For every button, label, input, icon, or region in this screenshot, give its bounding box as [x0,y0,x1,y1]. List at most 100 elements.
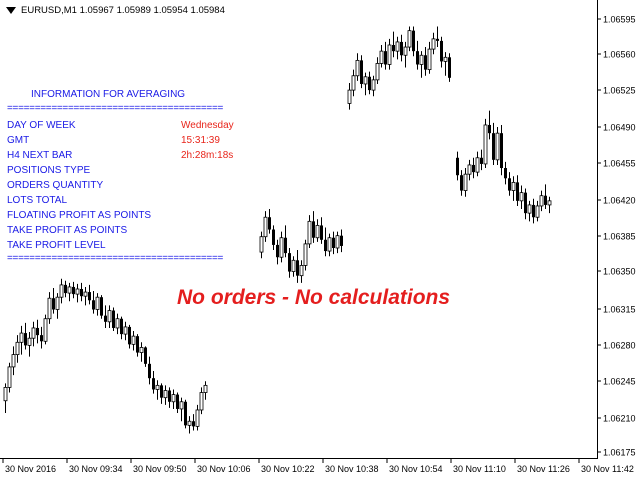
candle-body [463,173,468,191]
time-tick-label: 30 Nov 09:50 [133,464,187,474]
candle [448,53,451,82]
candle [163,385,168,405]
candle [11,346,16,376]
candle-body [131,335,136,345]
candle [55,293,60,319]
candle-body [516,182,519,201]
candle [511,176,516,201]
candle-body [112,310,115,328]
info-label-orders-quantity: ORDERS QUANTITY [7,180,104,191]
candle [100,295,103,319]
candle [199,387,204,415]
candle-body [492,133,495,160]
candle [195,404,200,431]
candle-body [139,347,144,353]
candle-body [88,292,91,301]
candle-body [160,385,163,398]
candle-body [524,192,527,214]
info-label-lots-total: LOTS TOTAL [7,195,68,206]
candle [31,321,36,347]
candle [284,225,287,258]
candle-body [75,288,80,295]
time-tick-label: 30 Nov 11:10 [453,464,506,474]
time-tick-label: 30 Nov 09:34 [69,464,123,474]
triangle-down-icon[interactable] [6,7,16,14]
candle-body [55,296,60,310]
candle [483,118,488,169]
candle-body [488,124,491,134]
candle-body [448,57,451,78]
info-label-floating-profit: FLOATING PROFIT AS POINTS [7,210,152,221]
candle-body [203,384,208,393]
candle [75,283,80,303]
candles-layer [3,26,552,434]
candle [436,26,439,48]
candle [43,314,48,345]
candle-body [59,284,64,298]
info-separator-top: ======================================= [7,103,224,114]
candle [355,53,360,81]
price-tick-label: 1.06455 [603,159,636,169]
candle-body [375,63,380,81]
candle [128,324,131,349]
candle [259,231,264,259]
candle [371,75,376,97]
candle [67,282,72,302]
candle [299,260,304,283]
price-tick-label: 1.06385 [603,232,636,242]
candle-body [19,332,24,343]
candle [379,45,384,68]
info-label-h4-next-bar: H4 NEXT BAR [7,150,73,161]
candle-body [400,41,403,56]
price-tick-label: 1.06560 [603,50,636,60]
candle-body [547,200,552,206]
candle [47,292,52,324]
candle [184,399,187,429]
price-tick-label: 1.06350 [603,267,636,277]
candle [375,57,380,84]
candle-body [371,79,376,91]
candle-body [436,38,439,41]
price-tick-label: 1.06280 [603,341,636,351]
candle-body [176,394,179,409]
candle [187,416,192,434]
info-label-take-profit-points: TAKE PROFIT AS POINTS [7,225,128,236]
candle-body [171,394,176,403]
candle [456,151,459,181]
candle-body [312,221,315,238]
candle [136,334,139,357]
candle-body [263,216,268,238]
candle-body [384,51,387,65]
candle-body [24,333,27,346]
candle-body [327,237,332,252]
candle [400,34,403,62]
candle-body [187,420,192,426]
candle [83,286,88,306]
candle [416,40,419,70]
symbol-info-label: EURUSD,M1 1.05967 1.05989 1.05954 1.0598… [21,5,225,16]
candle [472,157,475,179]
candle [324,227,327,257]
candle-body [431,38,436,50]
candle [395,36,400,60]
candle [107,305,112,328]
candle-body [152,378,155,390]
info-label-gmt: GMT [7,135,30,146]
candle-body [379,50,384,64]
candle [120,316,123,340]
candle [347,82,352,110]
candle [544,184,547,210]
candle [527,200,532,222]
candle-body [467,164,472,175]
price-tick-label: 1.06245 [603,377,636,387]
candle [3,383,8,414]
candle-body [268,217,271,230]
candle [95,293,100,316]
candle [203,381,208,400]
candle-body [320,225,323,240]
candle-body [115,318,120,329]
candle-body [136,336,139,353]
candle-body [403,46,408,56]
candle-body [511,181,516,191]
